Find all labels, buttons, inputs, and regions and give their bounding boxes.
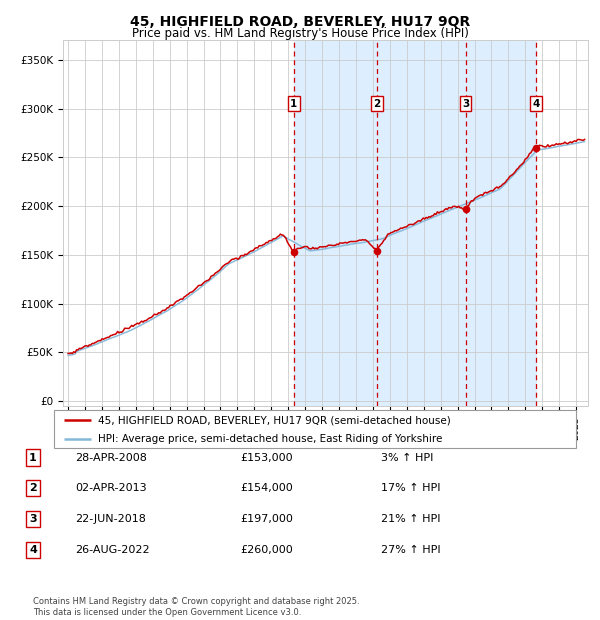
Text: HPI: Average price, semi-detached house, East Riding of Yorkshire: HPI: Average price, semi-detached house,… [98,433,443,444]
Text: 4: 4 [29,545,37,555]
Text: Price paid vs. HM Land Registry's House Price Index (HPI): Price paid vs. HM Land Registry's House … [131,27,469,40]
Text: 4: 4 [533,99,540,108]
Text: 26-AUG-2022: 26-AUG-2022 [75,545,149,555]
Text: 22-JUN-2018: 22-JUN-2018 [75,514,146,524]
Text: 28-APR-2008: 28-APR-2008 [75,453,147,463]
Text: £197,000: £197,000 [240,514,293,524]
Text: 3: 3 [462,99,469,108]
Bar [293,40,536,406]
Text: £154,000: £154,000 [240,483,293,493]
Text: 21% ↑ HPI: 21% ↑ HPI [381,514,440,524]
Text: 17% ↑ HPI: 17% ↑ HPI [381,483,440,493]
Text: 27% ↑ HPI: 27% ↑ HPI [381,545,440,555]
Text: 02-APR-2013: 02-APR-2013 [75,483,146,493]
Text: £153,000: £153,000 [240,453,293,463]
Text: 3: 3 [29,514,37,524]
Text: 1: 1 [290,99,297,108]
Text: 1: 1 [29,453,37,463]
Text: 45, HIGHFIELD ROAD, BEVERLEY, HU17 9QR (semi-detached house): 45, HIGHFIELD ROAD, BEVERLEY, HU17 9QR (… [98,415,451,425]
FancyBboxPatch shape [54,410,576,448]
Text: Contains HM Land Registry data © Crown copyright and database right 2025.
This d: Contains HM Land Registry data © Crown c… [33,598,359,617]
Text: 2: 2 [374,99,381,108]
Text: 3% ↑ HPI: 3% ↑ HPI [381,453,433,463]
Text: £260,000: £260,000 [240,545,293,555]
Text: 2: 2 [29,483,37,493]
Text: 45, HIGHFIELD ROAD, BEVERLEY, HU17 9QR: 45, HIGHFIELD ROAD, BEVERLEY, HU17 9QR [130,16,470,30]
